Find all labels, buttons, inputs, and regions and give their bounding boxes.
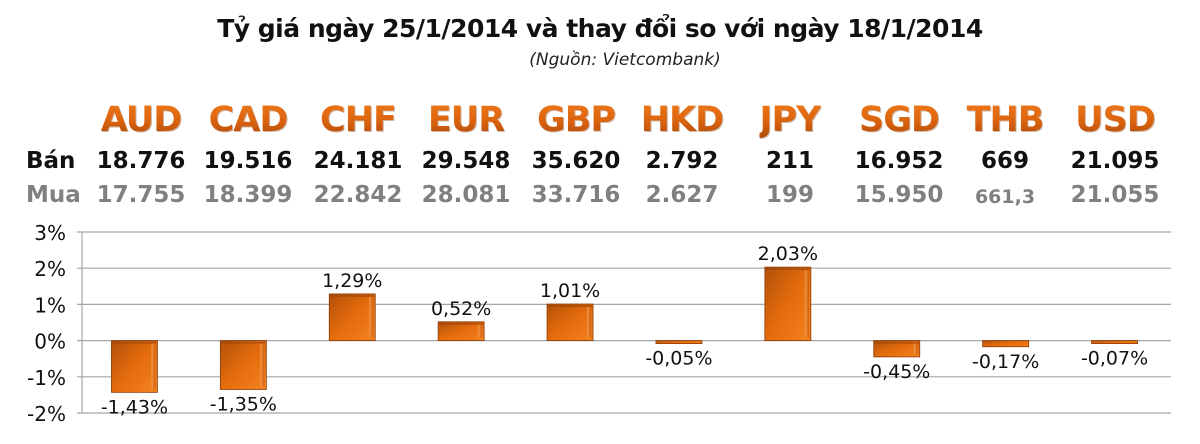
bar	[873, 340, 921, 358]
bar-bevel	[112, 341, 157, 344]
buy-rate: 18.399	[203, 182, 293, 208]
bar-bevel	[221, 341, 266, 344]
sell-rate: 211	[765, 148, 815, 174]
data-label: -0,45%	[863, 361, 930, 383]
sell-rate: 35.620	[531, 148, 621, 174]
sell-rate: 24.181	[313, 148, 403, 174]
bar	[219, 340, 267, 390]
bar	[111, 340, 158, 393]
currency-code: CHF	[320, 100, 397, 140]
y-tick-label: 3%	[34, 221, 66, 245]
bar-bevel	[587, 307, 592, 338]
buy-rate: 15.950	[854, 182, 944, 208]
y-tick-label: -1%	[27, 366, 66, 390]
data-labels: -1,43% -1,35% 1,29% 0,52% 1,01% -0,05% 2,03% -0…	[101, 243, 1148, 418]
buy-rate: 2.627	[645, 182, 719, 208]
buy-rate: 22.842	[313, 182, 403, 208]
currency-code: GBP	[536, 100, 616, 140]
currency-code: CAD	[208, 100, 289, 140]
bar	[546, 303, 594, 341]
bar-bevel	[439, 322, 484, 325]
bar-bevel	[330, 294, 375, 297]
currency-code: THB	[966, 100, 1045, 140]
data-label: -0,17%	[972, 351, 1039, 373]
buy-rate: 661,3	[974, 186, 1036, 208]
bar-sgd	[873, 340, 921, 358]
data-label: -1,43%	[101, 396, 168, 418]
bar-bevel	[369, 296, 374, 338]
bar-jpy	[764, 266, 812, 342]
bar-bevel	[478, 324, 483, 338]
bar-bevel	[804, 270, 809, 338]
sell-rate: 19.516	[203, 148, 293, 174]
currency-code: SGD	[859, 100, 940, 140]
y-tick-label: -2%	[27, 402, 66, 426]
currency-code: EUR	[427, 100, 505, 140]
currency-code: HKD	[640, 100, 724, 140]
bar-usd	[1091, 340, 1138, 345]
data-label: -0,05%	[645, 348, 712, 370]
sell-rate: 16.952	[854, 148, 944, 174]
bar-bevel	[260, 343, 265, 387]
buy-row-label: Mua	[26, 182, 81, 208]
bar-chf	[328, 293, 376, 342]
data-label: 0,52%	[431, 298, 491, 320]
data-label: -0,07%	[1081, 348, 1148, 370]
bar-bevel	[765, 268, 810, 271]
currency-code: AUD	[100, 100, 182, 140]
bar-bevel	[151, 343, 156, 390]
bar-hkd	[655, 340, 703, 345]
bar	[655, 340, 703, 345]
y-tick-label: 2%	[34, 257, 66, 281]
bar	[764, 266, 812, 342]
data-label: -1,35%	[210, 393, 277, 415]
buy-rate: 28.081	[421, 182, 511, 208]
y-tick-label: 1%	[34, 293, 66, 317]
bar	[982, 340, 1030, 348]
buy-rate: 17.755	[96, 182, 186, 208]
buy-rate: 33.716	[531, 182, 621, 208]
bar-gbp	[546, 303, 594, 341]
buy-rate: 199	[765, 182, 815, 208]
currency-code: USD	[1075, 100, 1156, 140]
y-tick-label: 0%	[34, 330, 66, 354]
bar-cad	[219, 340, 267, 390]
sell-rate: 21.095	[1070, 148, 1160, 174]
bar	[1091, 340, 1138, 345]
sell-rate: 2.792	[645, 148, 719, 174]
currency-code: JPY	[759, 100, 821, 140]
data-label: 2,03%	[758, 243, 818, 265]
chart-source: (Nguồn: Vietcombank)	[529, 50, 721, 70]
sell-rate: 669	[980, 148, 1030, 174]
bar-aud	[111, 340, 158, 393]
bar	[437, 321, 485, 342]
y-axis: 3% 2% 1% 0% -1% -2%	[27, 221, 66, 426]
bar-bevel	[913, 343, 918, 354]
bar-bevel	[874, 341, 919, 344]
chart-title: Tỷ giá ngày 25/1/2014 và thay đổi so với…	[217, 14, 983, 43]
sell-rate: 18.776	[96, 148, 186, 174]
bar	[328, 293, 376, 342]
data-label: 1,01%	[540, 280, 600, 302]
sell-rate: 29.548	[421, 148, 511, 174]
bar-eur	[437, 321, 485, 342]
sell-row-label: Bán	[26, 148, 76, 174]
bar-bevel	[548, 305, 593, 308]
data-label: 1,29%	[322, 270, 382, 292]
bars	[111, 266, 1138, 393]
buy-rate: 21.055	[1070, 182, 1160, 208]
bar-thb	[982, 340, 1030, 348]
